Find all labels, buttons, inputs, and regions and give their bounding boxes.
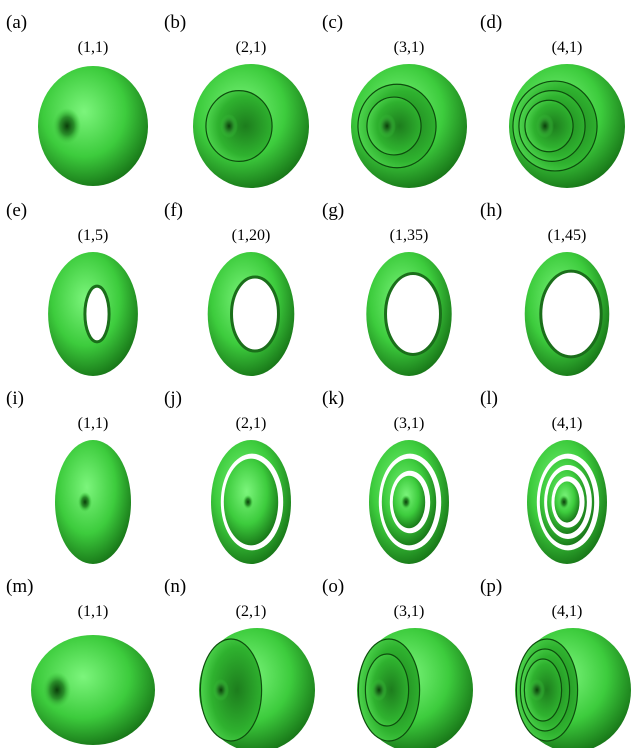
panel-letter: (l): [480, 388, 498, 409]
torus-hole: [83, 284, 111, 344]
nested-shell: [205, 90, 273, 162]
panel: (d) (4,1): [480, 12, 625, 188]
panel-label: (4,1): [552, 603, 583, 620]
panel-label: (3,1): [394, 39, 425, 56]
panel-letter: (p): [480, 576, 502, 597]
panel-letter: (f): [164, 200, 183, 221]
panel: (h) (1,45): [480, 200, 610, 376]
disk-body: [55, 440, 131, 564]
panel-letter: (o): [322, 576, 344, 597]
panel-label: (2,1): [236, 603, 267, 620]
panel-label: (2,1): [236, 39, 267, 56]
spheroid-body: [38, 66, 148, 186]
panel-label: (1,1): [78, 39, 109, 56]
panel: (m) (1,1): [6, 576, 155, 745]
panel-letter: (k): [322, 388, 344, 409]
panel-label: (1,5): [78, 227, 109, 244]
dimple: [378, 114, 396, 138]
panel-letter: (b): [164, 12, 186, 33]
panel: (o) (3,1): [322, 576, 473, 748]
panel-label: (3,1): [394, 603, 425, 620]
dimple: [213, 679, 229, 701]
panel-label: (4,1): [552, 415, 583, 432]
panel: (e) (1,5): [6, 200, 138, 376]
panel: (n) (2,1): [164, 576, 315, 748]
dimple: [243, 495, 253, 509]
panel-label: (1,1): [78, 415, 109, 432]
panel: (b) (2,1): [164, 12, 309, 188]
panel-label: (1,45): [548, 227, 587, 244]
panel: (l) (4,1): [480, 388, 607, 564]
panel-letter: (d): [480, 12, 502, 33]
torus-hole: [230, 275, 280, 353]
dimple: [53, 108, 81, 144]
torus-hole: [539, 269, 603, 359]
panel-label: (4,1): [552, 39, 583, 56]
panel: (c) (3,1): [322, 12, 467, 188]
panel: (i) (1,1): [6, 388, 131, 564]
panel-letter: (n): [164, 576, 186, 597]
dimple: [536, 114, 554, 138]
panel: (a) (1,1): [6, 12, 148, 186]
panel-letter: (e): [6, 200, 27, 221]
dimple: [43, 672, 71, 708]
panel-letter: (h): [480, 200, 502, 221]
panel: (f) (1,20): [164, 200, 295, 376]
panel-label: (1,20): [232, 227, 271, 244]
panel-letter: (i): [6, 388, 24, 409]
panel: (p) (4,1): [480, 576, 631, 748]
panel-letter: (c): [322, 12, 343, 33]
panel-label: (1,1): [78, 603, 109, 620]
panel: (j) (2,1): [164, 388, 291, 564]
dimple: [371, 679, 387, 701]
nested-shell: [199, 638, 263, 742]
panel: (g) (1,35): [322, 200, 452, 376]
egg-body: [31, 635, 155, 745]
dimple: [559, 495, 569, 509]
dimple: [401, 495, 411, 509]
panel-letter: (a): [6, 12, 27, 33]
panel-letter: (j): [164, 388, 182, 409]
dimple: [220, 114, 238, 138]
panel-label: (2,1): [236, 415, 267, 432]
panel-letter: (g): [322, 200, 344, 221]
panel-label: (1,35): [390, 227, 429, 244]
dimple: [78, 492, 92, 512]
panel-label: (3,1): [394, 415, 425, 432]
panel-letter: (m): [6, 576, 33, 597]
dimple: [529, 679, 545, 701]
panel: (k) (3,1): [322, 388, 449, 564]
torus-hole: [384, 272, 442, 356]
